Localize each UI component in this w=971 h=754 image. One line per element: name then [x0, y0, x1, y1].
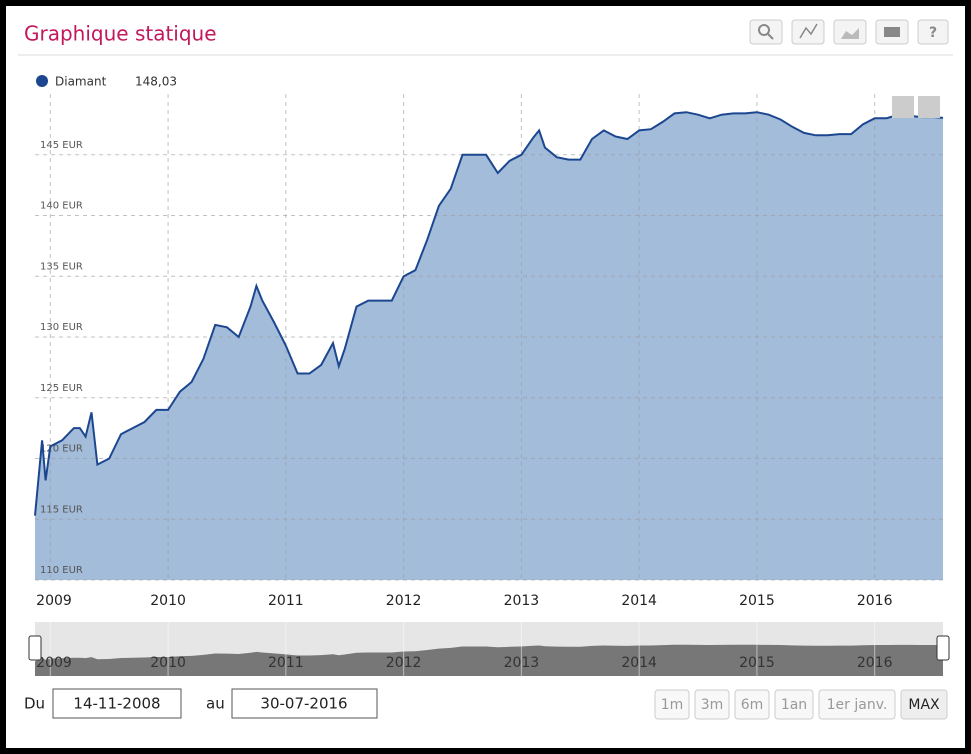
- y-tick-label: 125 EUR: [40, 383, 83, 394]
- range-button[interactable]: [734, 689, 770, 720]
- plot-area: 110 EUR 115 EUR 120 EUR 125 EUR 130 EUR 135 E…: [34, 94, 944, 609]
- from-date: 14-11-2008: [73, 695, 160, 713]
- chart-title: Graphique statique: [24, 22, 217, 46]
- y-tick-label: 140 EUR: [40, 201, 83, 212]
- navigator-tick-label: 2010: [150, 655, 186, 671]
- y-tick-label: 120 EUR: [40, 444, 83, 455]
- range-label: MAX: [908, 697, 940, 713]
- navigator-tick-label: 2012: [386, 655, 422, 671]
- range-button[interactable]: [654, 689, 690, 720]
- range-button[interactable]: [818, 689, 896, 720]
- icon: [841, 28, 859, 39]
- icon: [884, 27, 900, 37]
- x-tick-label: 2010: [150, 593, 186, 609]
- legend-marker: [36, 75, 48, 87]
- navigator-handle[interactable]: [28, 635, 42, 661]
- navigator-tick-label: 2011: [268, 655, 304, 671]
- navigator-tick-label: 2015: [739, 655, 775, 671]
- toolbar: ?: [749, 19, 949, 45]
- help-button[interactable]: [917, 19, 949, 45]
- line-button[interactable]: [791, 19, 825, 45]
- x-tick-label: 2016: [857, 593, 893, 609]
- x-tick-label: 2011: [268, 593, 304, 609]
- navigator-handle[interactable]: [936, 635, 950, 661]
- range-label: 1m: [661, 697, 684, 713]
- draw-button[interactable]: [892, 96, 914, 118]
- navigator-tick-label: 2014: [621, 655, 657, 671]
- x-tick-label: 2009: [36, 593, 72, 609]
- range-label: 3m: [701, 697, 724, 713]
- legend-label: Diamant: [55, 75, 107, 89]
- x-tick-label: 2015: [739, 593, 775, 609]
- navigator-tick-label: 2013: [504, 655, 540, 671]
- chart: Graphique statique ? Diamant 148,03 110 …: [18, 19, 953, 720]
- area-button[interactable]: [833, 19, 867, 45]
- icon: [767, 33, 774, 40]
- help-icon: ?: [929, 25, 937, 41]
- icon: [799, 23, 818, 39]
- range-buttons: 1m 3m 6m 1an 1er janv. MAX: [654, 689, 948, 720]
- range-button[interactable]: [694, 689, 730, 720]
- area-fill: [35, 112, 943, 580]
- range-label: 1er janv.: [827, 697, 888, 713]
- x-tick-label: 2014: [621, 593, 657, 609]
- from-input[interactable]: [52, 688, 182, 719]
- x-tick-label: 2013: [504, 593, 540, 609]
- range-label: 1an: [781, 697, 807, 713]
- erase-button[interactable]: [918, 96, 940, 118]
- y-tick-label: 145 EUR: [40, 140, 83, 151]
- range-label: 6m: [741, 697, 764, 713]
- search-button[interactable]: [749, 19, 783, 45]
- to-input[interactable]: [231, 688, 378, 719]
- y-tick-label: 110 EUR: [40, 565, 83, 576]
- y-tick-label: 115 EUR: [40, 504, 83, 515]
- to-label: au: [206, 695, 225, 713]
- range-button[interactable]: [774, 689, 814, 720]
- series-line: [34, 111, 944, 516]
- x-tick-label: 2012: [386, 593, 422, 609]
- navigator-tick-label: 2016: [857, 655, 893, 671]
- navigator-series: 2009 2010 2011 2012 2013 2014 2015 2016: [35, 622, 943, 676]
- legend-value: 148,03: [135, 75, 177, 89]
- navigator-tick-label: 2009: [36, 655, 72, 671]
- navigator-area: [35, 644, 943, 676]
- y-tick-label: 130 EUR: [40, 322, 83, 333]
- to-date: 30-07-2016: [260, 695, 347, 713]
- y-tick-label: 135 EUR: [40, 261, 83, 272]
- from-label: Du: [24, 695, 45, 713]
- range-button[interactable]: [900, 689, 948, 720]
- icon: [758, 24, 770, 36]
